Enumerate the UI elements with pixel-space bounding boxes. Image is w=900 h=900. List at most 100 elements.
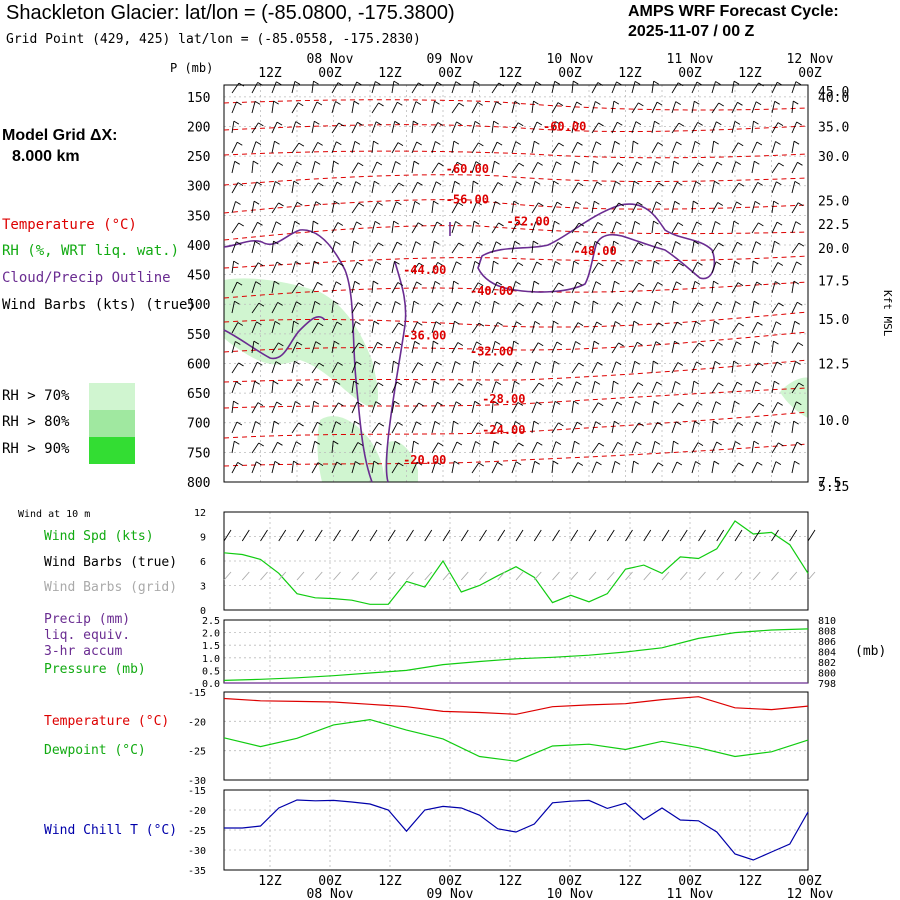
wind-barb-feather <box>474 400 480 405</box>
wind-barb <box>531 382 540 394</box>
windchill-panel-frame <box>223 789 809 871</box>
wind-barb <box>411 161 415 174</box>
date-label-bottom: 12 Nov <box>787 887 834 900</box>
wind-barb-feather <box>716 301 723 306</box>
wind-barb <box>671 421 677 434</box>
wind-barb-feather <box>294 220 300 225</box>
wind-barb <box>291 161 297 174</box>
wind-barb <box>711 121 717 134</box>
wind-barb <box>431 201 434 214</box>
wind-barb <box>271 181 276 194</box>
wind-barb <box>231 301 235 314</box>
wind-barb <box>551 401 556 414</box>
height-tick-label: 35.0 <box>818 120 849 135</box>
wind-barb-true <box>296 529 305 542</box>
wind-barb <box>651 381 658 394</box>
wind-barb <box>331 421 337 434</box>
wind-barb <box>411 341 416 354</box>
wind-barb <box>711 461 715 474</box>
wind-barb-feather <box>417 222 424 227</box>
wind-barb <box>731 361 735 374</box>
wind-barb <box>691 402 698 414</box>
wind-barb <box>371 342 378 354</box>
time-tick-label-bottom: 12Z <box>618 874 642 889</box>
wind-barb <box>331 101 336 114</box>
wind-barb <box>711 301 718 314</box>
model-grid-value: 8.000 km <box>12 148 80 165</box>
wind-barb-feather <box>456 121 462 126</box>
wind-barb <box>631 202 638 214</box>
wind-barb <box>451 421 454 434</box>
wind-barb-true <box>625 529 633 542</box>
wind-barb-feather <box>797 161 803 166</box>
temp-y-tick: -30 <box>188 776 206 787</box>
wind-barb-feather <box>797 301 803 306</box>
wind-barb <box>471 142 479 154</box>
wind-barb <box>691 342 700 354</box>
wind-barb <box>791 101 794 114</box>
wind-barb-feather <box>577 141 583 146</box>
wind-barb-feather <box>475 441 481 445</box>
wind-barb <box>351 421 355 434</box>
wind-barb <box>551 422 559 434</box>
wind-barb <box>631 461 635 474</box>
wind-barb-feather <box>754 160 760 165</box>
wind-barb-feather <box>736 381 743 386</box>
wind-barb-feather <box>236 421 243 426</box>
height-tick-label: 45.0 <box>818 85 849 100</box>
wind-barb <box>231 182 239 194</box>
wind-barb <box>631 121 637 134</box>
wind-barb <box>611 321 616 334</box>
wind-barb-feather <box>453 420 459 425</box>
wind-barb-true <box>497 529 506 542</box>
wind-barb-feather <box>238 82 245 87</box>
wind-barb-feather <box>517 262 524 266</box>
wind-barb <box>491 161 495 174</box>
wind-barb-feather <box>494 341 501 345</box>
wind-barb-grid <box>278 571 287 581</box>
wind-barb-feather <box>673 300 679 305</box>
wind-barb <box>451 221 456 234</box>
wind-barb <box>231 441 235 454</box>
wind-barb <box>591 381 596 394</box>
wind-barb <box>711 361 716 374</box>
wind-barb-feather <box>296 301 302 306</box>
wind-barb <box>471 181 474 194</box>
wind-barb-feather <box>798 382 804 387</box>
wind-barb-feather <box>414 200 421 205</box>
wind-barb <box>451 81 457 94</box>
wind-barb-feather <box>678 402 684 407</box>
wind-barb <box>731 242 738 254</box>
wind-barb <box>751 322 758 334</box>
wind-barb-feather <box>498 222 504 227</box>
wind-barb-feather <box>697 122 703 126</box>
wind-barb <box>351 401 358 414</box>
wind-barb <box>351 342 360 354</box>
wind-barb-feather <box>495 201 501 205</box>
wind-barb <box>551 242 559 254</box>
wind-barb-feather <box>677 362 684 366</box>
wind-barb <box>271 101 275 114</box>
height-tick-label: 12.5 <box>818 357 849 372</box>
wind-barb-true <box>387 529 396 542</box>
wind-barb-feather <box>777 81 783 86</box>
wind-barb <box>751 301 755 314</box>
wind-barb <box>731 301 736 314</box>
wind-barb-feather <box>337 82 344 86</box>
wind-barb <box>291 401 296 414</box>
wind-barb <box>371 81 376 94</box>
isotherm-line <box>223 443 809 467</box>
height-tick-label: 15.0 <box>818 313 849 328</box>
wind-barb-feather <box>675 241 681 245</box>
wind-barb <box>511 82 518 94</box>
wind-barb-feather <box>477 282 484 287</box>
wind-barb <box>751 222 759 234</box>
wind-barb <box>511 461 517 474</box>
wind-barb-feather <box>354 420 360 425</box>
wind-barb-feather <box>757 321 763 326</box>
wind-barb <box>711 81 716 94</box>
wind-barb-grid <box>625 571 633 581</box>
wind-barb <box>611 241 615 254</box>
date-label-top: 11 Nov <box>667 52 714 67</box>
